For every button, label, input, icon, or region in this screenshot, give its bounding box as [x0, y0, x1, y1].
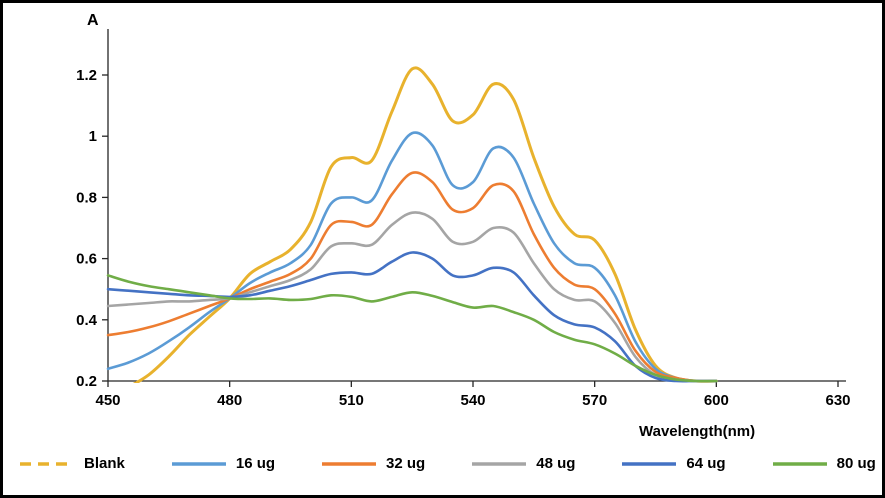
legend-label: 32 ug — [386, 455, 426, 472]
chart-legend: Blank 16 ug 32 ug 48 ug 64 ug 80 ug — [3, 455, 882, 472]
legend-item-48-ug: 48 ug — [471, 455, 575, 472]
legend-swatch-line — [20, 461, 74, 466]
x-tick-label: 510 — [339, 392, 364, 409]
series-line-16-ug — [106, 131, 718, 383]
x-tick-label: 570 — [582, 392, 607, 409]
x-tick-label: 600 — [704, 392, 729, 409]
legend-swatch-line — [472, 461, 527, 466]
y-axis-title: A — [87, 12, 99, 29]
x-tick-label: 450 — [95, 392, 120, 409]
legend-label: 80 ug — [836, 455, 876, 472]
y-tick-label: 0.6 — [76, 251, 97, 268]
x-tick-label: 480 — [217, 392, 242, 409]
legend-item-64-ug: 64 ug — [621, 455, 726, 472]
y-tick-label: 1 — [89, 128, 97, 145]
x-axis-title: Wavelength(nm) — [639, 423, 756, 440]
x-tick-label: 630 — [825, 392, 850, 409]
series-line-blank — [132, 66, 718, 383]
legend-label: 48 ug — [536, 455, 576, 472]
y-tick-label: 0.8 — [76, 189, 97, 206]
absorbance-spectra-chart: 0.2 0.4 0.6 0.8 1 1.2 450 480 510 540 570 600 630 — [76, 29, 851, 409]
series-line-80-ug — [106, 274, 718, 383]
y-tick-label: 0.4 — [76, 312, 98, 329]
legend-label: 16 ug — [235, 455, 276, 472]
y-tick-label: 0.2 — [76, 373, 97, 390]
y-tick-label: 1.2 — [76, 67, 97, 84]
series-line-32-ug — [106, 171, 718, 383]
legend-swatch-line — [322, 461, 377, 466]
legend-item-80-ug: 80 ug — [772, 455, 876, 472]
legend-item-blank: Blank — [19, 455, 125, 472]
legend-swatch-line — [772, 461, 827, 466]
legend-swatch-line — [171, 461, 226, 466]
x-tick-label: 540 — [460, 392, 485, 409]
legend-item-16-ug: 16 ug — [171, 455, 275, 472]
series-line-48-ug — [106, 211, 718, 383]
legend-swatch-line — [622, 461, 677, 466]
legend-item-32-ug: 32 ug — [321, 455, 425, 472]
legend-label: 64 ug — [686, 455, 726, 472]
legend-label: Blank — [84, 455, 125, 472]
